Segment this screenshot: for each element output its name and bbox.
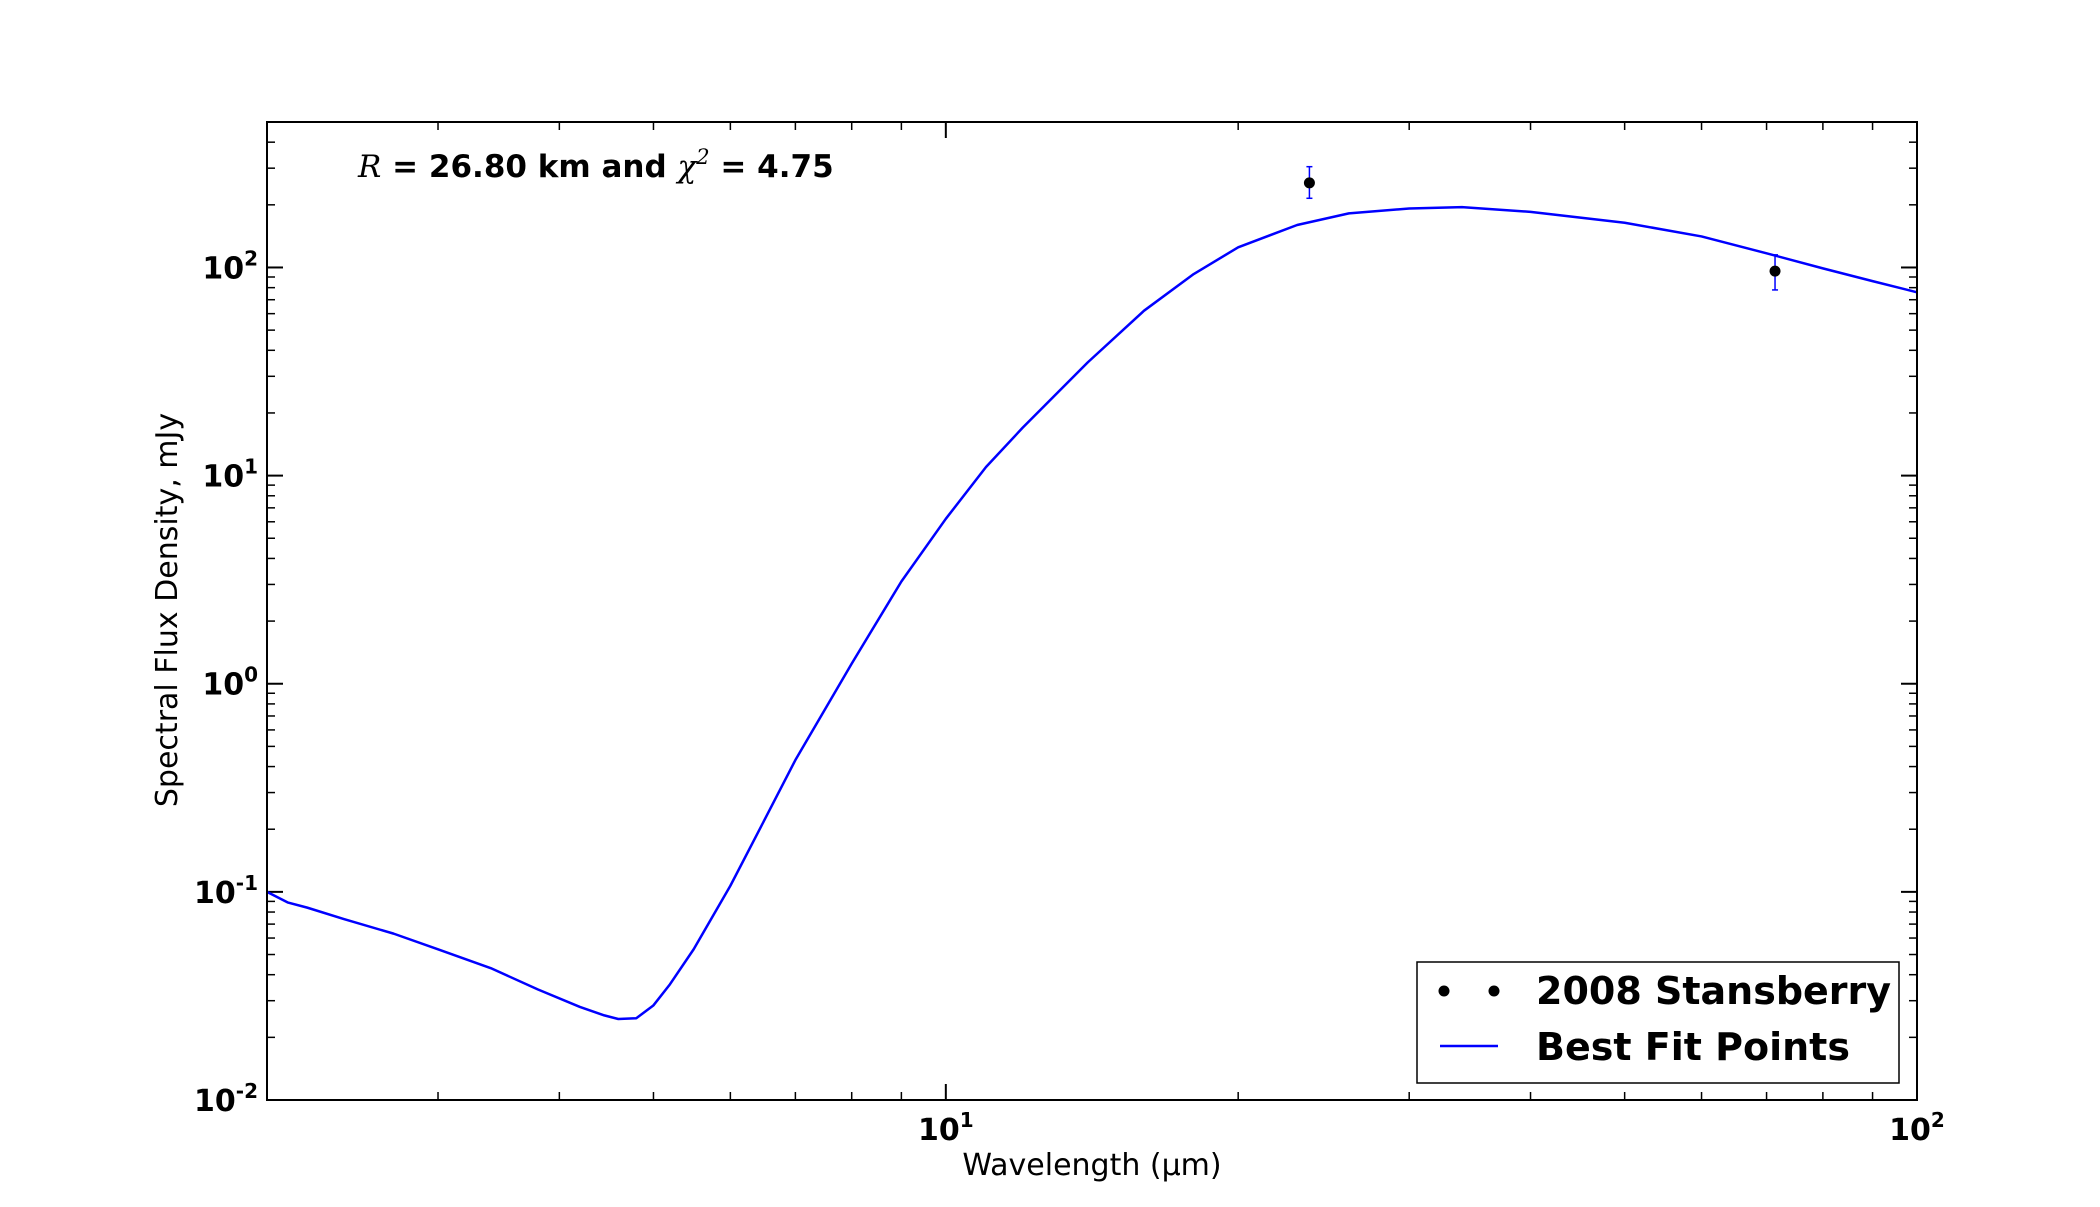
best-fit-line <box>266 205 1918 1021</box>
legend-marker-stansberry <box>1438 985 1450 997</box>
y-tick-label: 100 <box>202 663 258 703</box>
annotation-sup: 2 <box>695 145 709 169</box>
legend: 2008 Stansberry Best Fit Points <box>1416 961 1900 1084</box>
legend-marker-stansberry <box>1488 985 1500 997</box>
x-axis-label: Wavelength (μm) <box>962 1148 1221 1183</box>
major-ticks <box>267 122 1918 1101</box>
legend-label-best-fit: Best Fit Points <box>1536 1025 1850 1069</box>
annotation-part1: = 26.80 km and <box>381 149 677 185</box>
x-tick-label: 101 <box>918 1108 974 1148</box>
data-point <box>1303 177 1315 189</box>
y-axis-label: Spectral Flux Density, mJy <box>150 413 185 807</box>
data-point <box>1769 265 1781 277</box>
annotation-var-chi: χ <box>675 149 698 185</box>
y-tick-label: 10-1 <box>194 871 258 911</box>
plot-lines <box>266 205 1918 1021</box>
legend-label-stansberry: 2008 Stansberry <box>1536 969 1891 1013</box>
x-tick-label: 102 <box>1889 1108 1945 1148</box>
annotation: R = 26.80 km and χ2 = 4.75 <box>357 145 834 185</box>
minor-ticks <box>267 122 1917 1100</box>
annotation-part2: = 4.75 <box>710 149 834 185</box>
y-tick-label: 10-2 <box>194 1079 258 1119</box>
legend-box <box>1416 961 1900 1084</box>
y-tick-label: 101 <box>202 455 258 495</box>
plot-points <box>1303 165 1781 291</box>
tick-labels: 101 102 10-2 10-1 100 101 102 <box>194 246 1945 1148</box>
annotation-var-r: R <box>357 149 381 185</box>
plot-frame <box>266 121 1918 1101</box>
y-tick-label: 102 <box>202 246 258 286</box>
